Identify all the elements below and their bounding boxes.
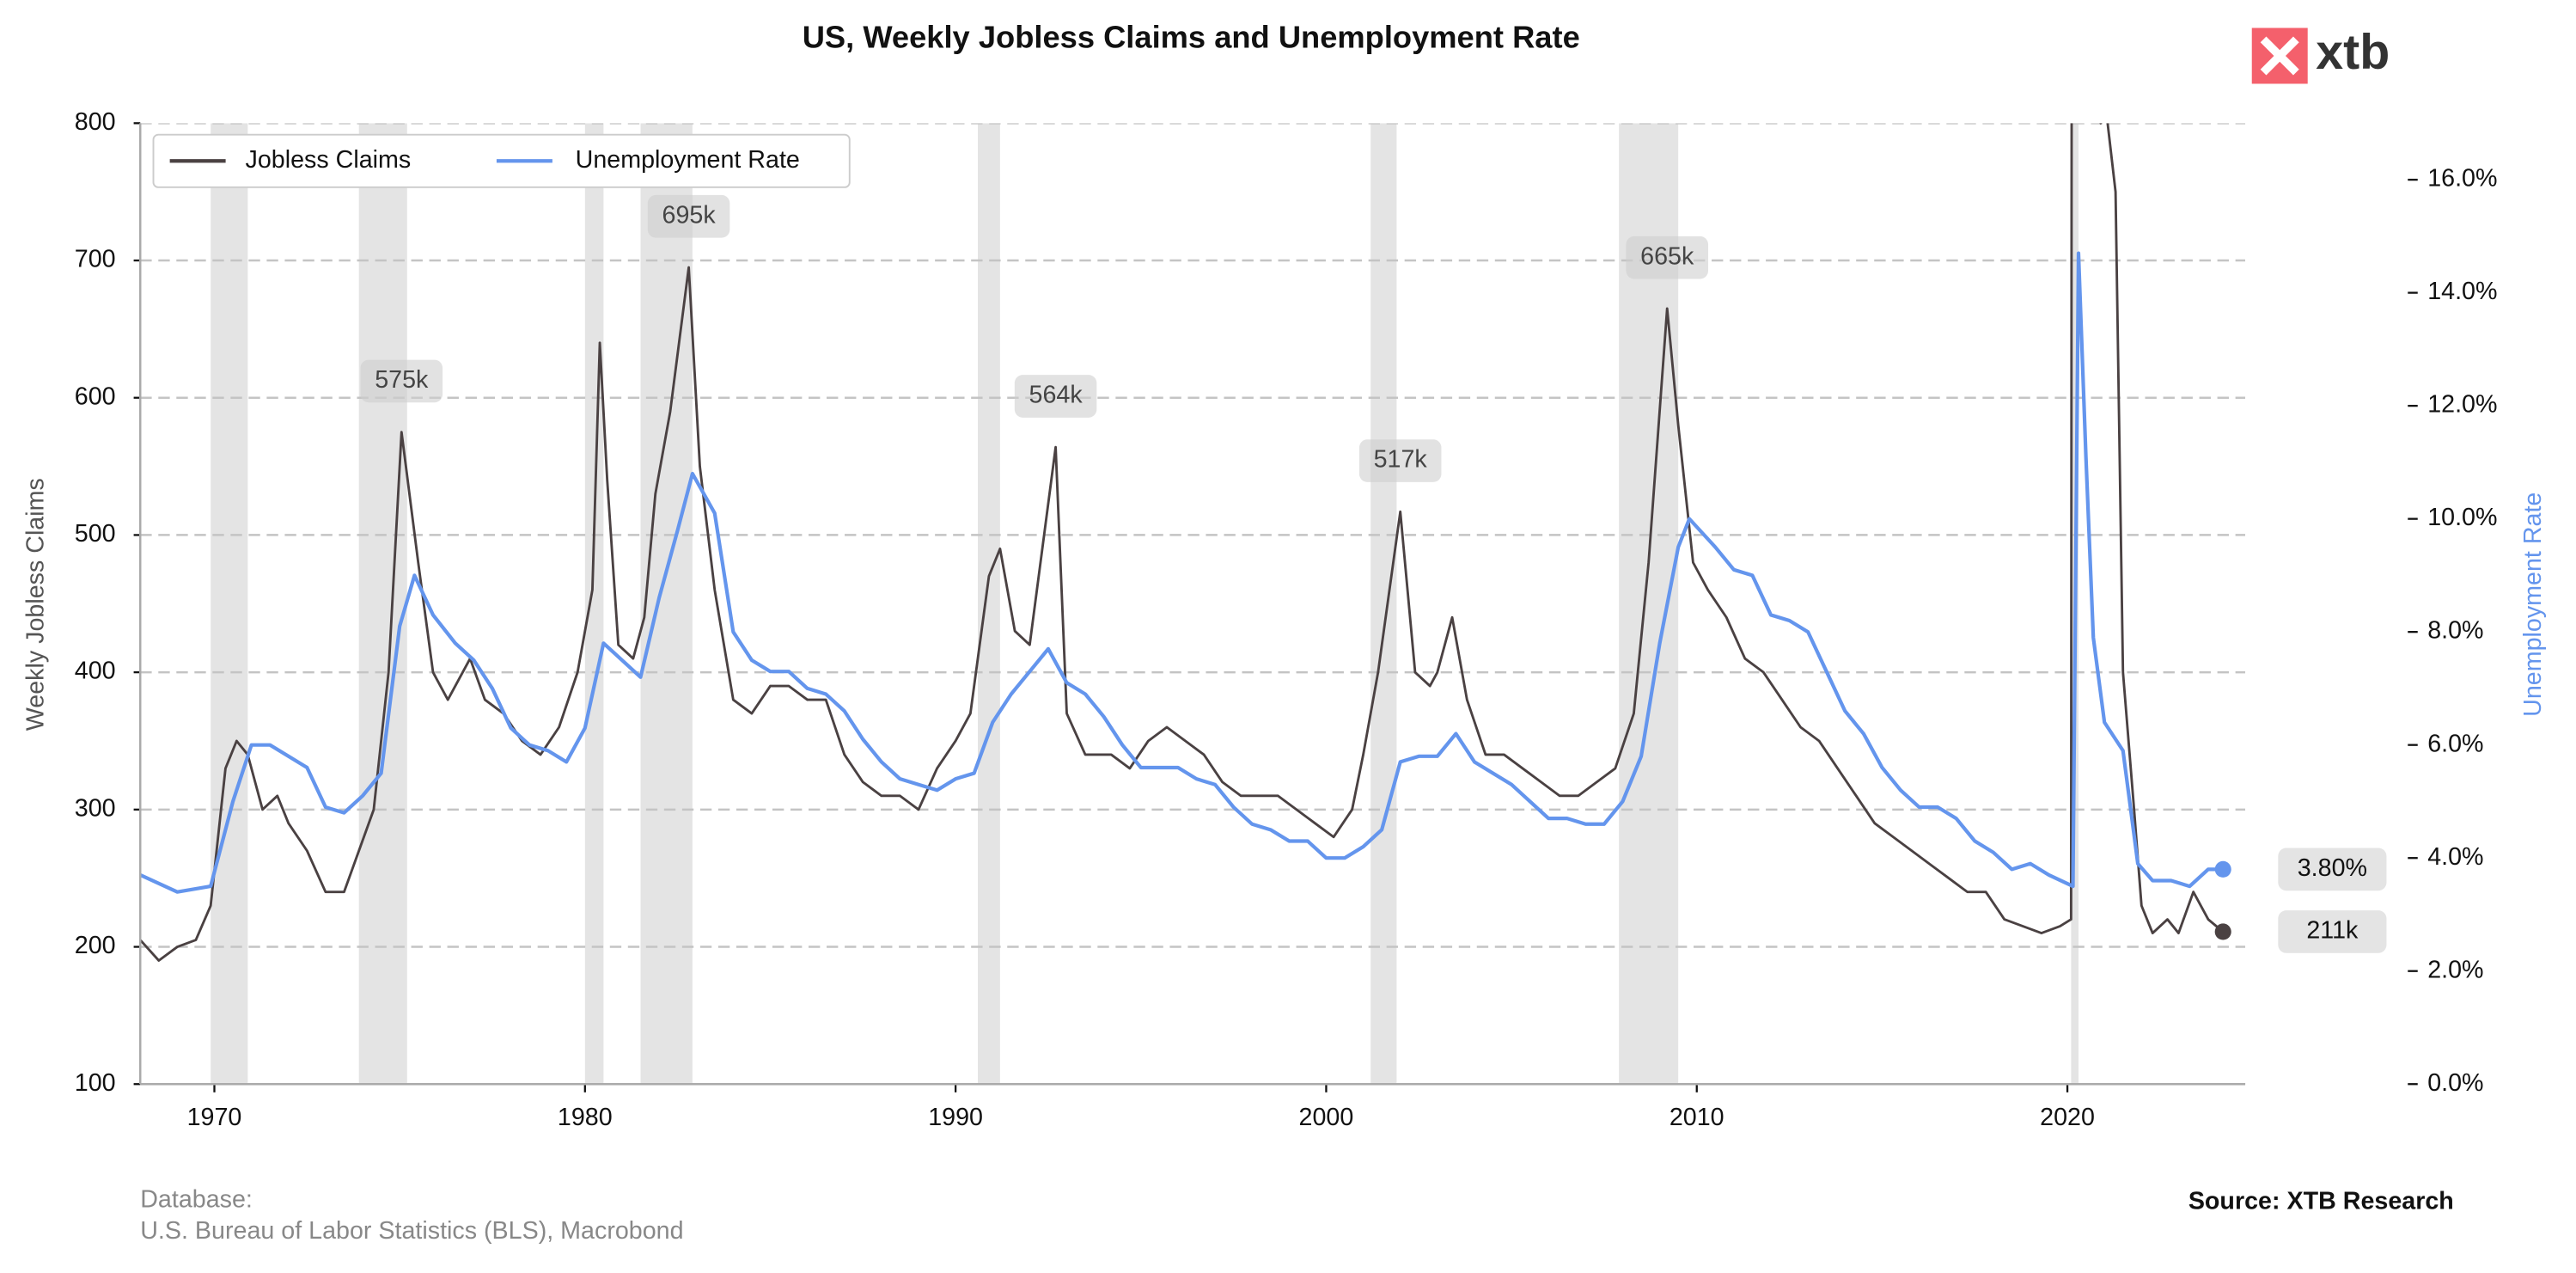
y2-tick-label: 14.0% (2427, 278, 2497, 305)
y-tick-label: 200 (75, 932, 116, 959)
recession-band (358, 123, 407, 1085)
y2-tick-label: 0.0% (2427, 1069, 2483, 1097)
y-tick-label: 100 (75, 1069, 116, 1097)
recession-band (978, 123, 1000, 1085)
legend-label: Unemployment Rate (576, 146, 800, 174)
y-tick-label: 700 (75, 246, 116, 273)
recession-band (211, 123, 248, 1085)
series-line (140, 251, 2224, 894)
end-marker (2214, 860, 2231, 878)
end-label-box (2278, 848, 2387, 891)
annotation-box (1358, 439, 1442, 482)
y-tick-label: 300 (75, 794, 116, 822)
y2-tick-label: 4.0% (2427, 843, 2483, 871)
logo-cross (2260, 36, 2299, 76)
logo-text: xtb (2316, 25, 2390, 80)
series-line (140, 123, 2225, 962)
end-label-box (2278, 910, 2387, 953)
footer-db: U.S. Bureau of Labor Statistics (BLS), M… (140, 1217, 683, 1245)
annotation: 517k (1374, 446, 1428, 474)
y2-tick-label: 16.0% (2427, 165, 2497, 193)
y-tick-label: 400 (75, 658, 116, 685)
annotation-box (1014, 375, 1097, 418)
y-tick-label: 600 (75, 383, 116, 410)
y2-tick-label: 10.0% (2427, 504, 2497, 531)
y2-tick-label: 12.0% (2427, 391, 2497, 419)
y-axis-label: Weekly Jobless Claims (21, 478, 49, 731)
y2-tick-label: 8.0% (2427, 617, 2483, 645)
y2-tick-label: 2.0% (2427, 956, 2483, 983)
annotation-box (360, 359, 443, 403)
x-tick-label: 2000 (1299, 1104, 1354, 1131)
y2-axis-label: Unemployment Rate (2519, 493, 2547, 717)
annotation: 564k (1029, 382, 1084, 409)
end-label: 211k (2306, 917, 2359, 945)
y2-tick-label: 6.0% (2427, 730, 2483, 757)
legend: Jobless Claims Unemployment Rate (152, 133, 851, 188)
annotation-box (1626, 236, 1709, 279)
logo: xtb (2251, 25, 2390, 84)
x-tick-label: 1990 (928, 1104, 983, 1131)
x-tick-label: 1970 (187, 1104, 242, 1131)
x-tick-label: 2020 (2040, 1104, 2095, 1131)
annotation: 695k (662, 201, 717, 229)
y-tick-label: 800 (75, 108, 116, 136)
x-tick-label: 2010 (1670, 1104, 1724, 1131)
annotation: 665k (1640, 242, 1694, 270)
annotation-box (647, 194, 730, 238)
chart-title: US, Weekly Jobless Claims and Unemployme… (803, 19, 1580, 54)
recession-band (584, 123, 604, 1085)
source: Source: XTB Research (2188, 1187, 2454, 1215)
x-tick-label: 1980 (558, 1104, 613, 1131)
legend-label: Jobless Claims (246, 146, 412, 174)
recession-band (1370, 123, 1397, 1085)
footer-db-title: Database: (140, 1185, 253, 1213)
recession-band (640, 123, 693, 1085)
end-label: 3.80% (2298, 854, 2367, 882)
y-tick-label: 500 (75, 520, 116, 548)
plot-area (140, 123, 2246, 1085)
annotation: 575k (375, 366, 429, 394)
end-marker (2214, 923, 2231, 940)
